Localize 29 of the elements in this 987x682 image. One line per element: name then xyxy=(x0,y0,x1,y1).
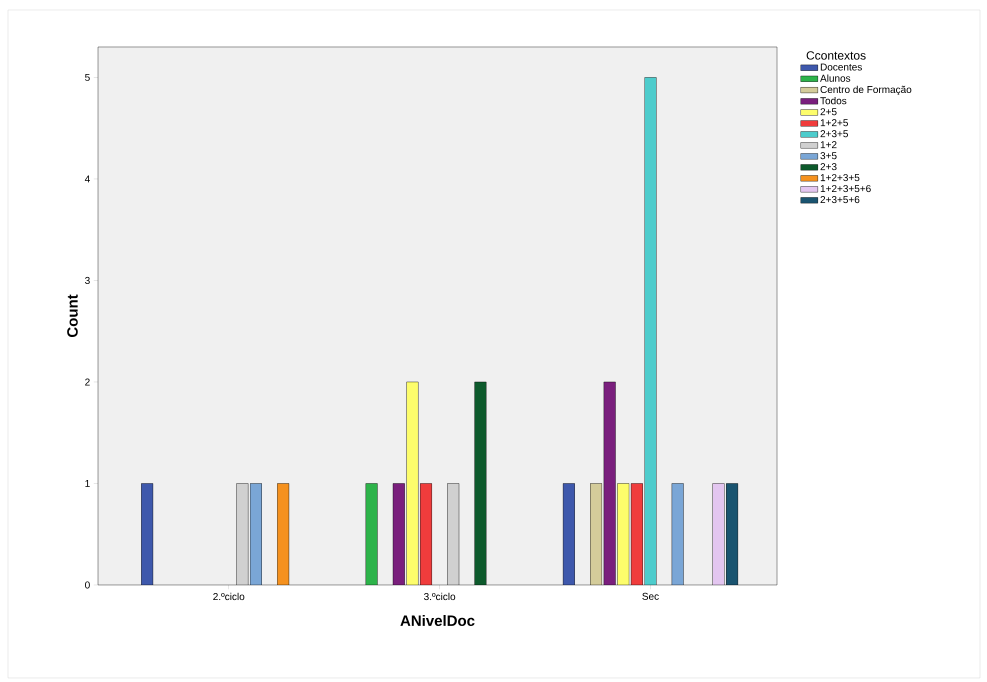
legend-label: 3+5 xyxy=(820,152,837,160)
x-axis-title: ANivelDoc xyxy=(400,614,475,626)
legend-label: Centro de Formação xyxy=(820,86,912,96)
bar xyxy=(250,483,262,585)
legend-label: 1+2+5 xyxy=(820,119,848,126)
bar xyxy=(406,382,418,585)
y-tick-label: 2 xyxy=(85,378,90,386)
legend-title: Ccontextos xyxy=(806,51,866,60)
legend-label: Alunos xyxy=(820,74,850,82)
legend-label: Todos xyxy=(820,96,846,104)
legend-label: 2+5 xyxy=(820,108,837,116)
y-axis-title: Count xyxy=(67,294,78,338)
x-tick-label: 2.ºciclo xyxy=(213,592,244,600)
legend-label: 1+2+3+5+6 xyxy=(820,185,871,192)
y-tick-label: 3 xyxy=(85,276,90,284)
x-tick-label: 3.ºciclo xyxy=(424,592,456,600)
legend-label: 1+2 xyxy=(820,141,837,148)
legend-label: 1+2+3+5 xyxy=(820,174,860,182)
bar xyxy=(617,483,630,585)
bar xyxy=(672,483,684,585)
y-tick-label: 5 xyxy=(85,74,90,81)
x-tick-label: Sec xyxy=(642,592,659,600)
legend-label: Docentes xyxy=(820,64,862,71)
legend-label: 2+3+5+6 xyxy=(820,196,860,204)
y-tick-label: 0 xyxy=(85,581,90,589)
y-tick-label: 4 xyxy=(84,176,90,182)
legend-label: 2+3 xyxy=(820,163,837,170)
y-tick-label: 1 xyxy=(85,480,90,487)
legend-label: 2+3+5 xyxy=(820,130,848,138)
